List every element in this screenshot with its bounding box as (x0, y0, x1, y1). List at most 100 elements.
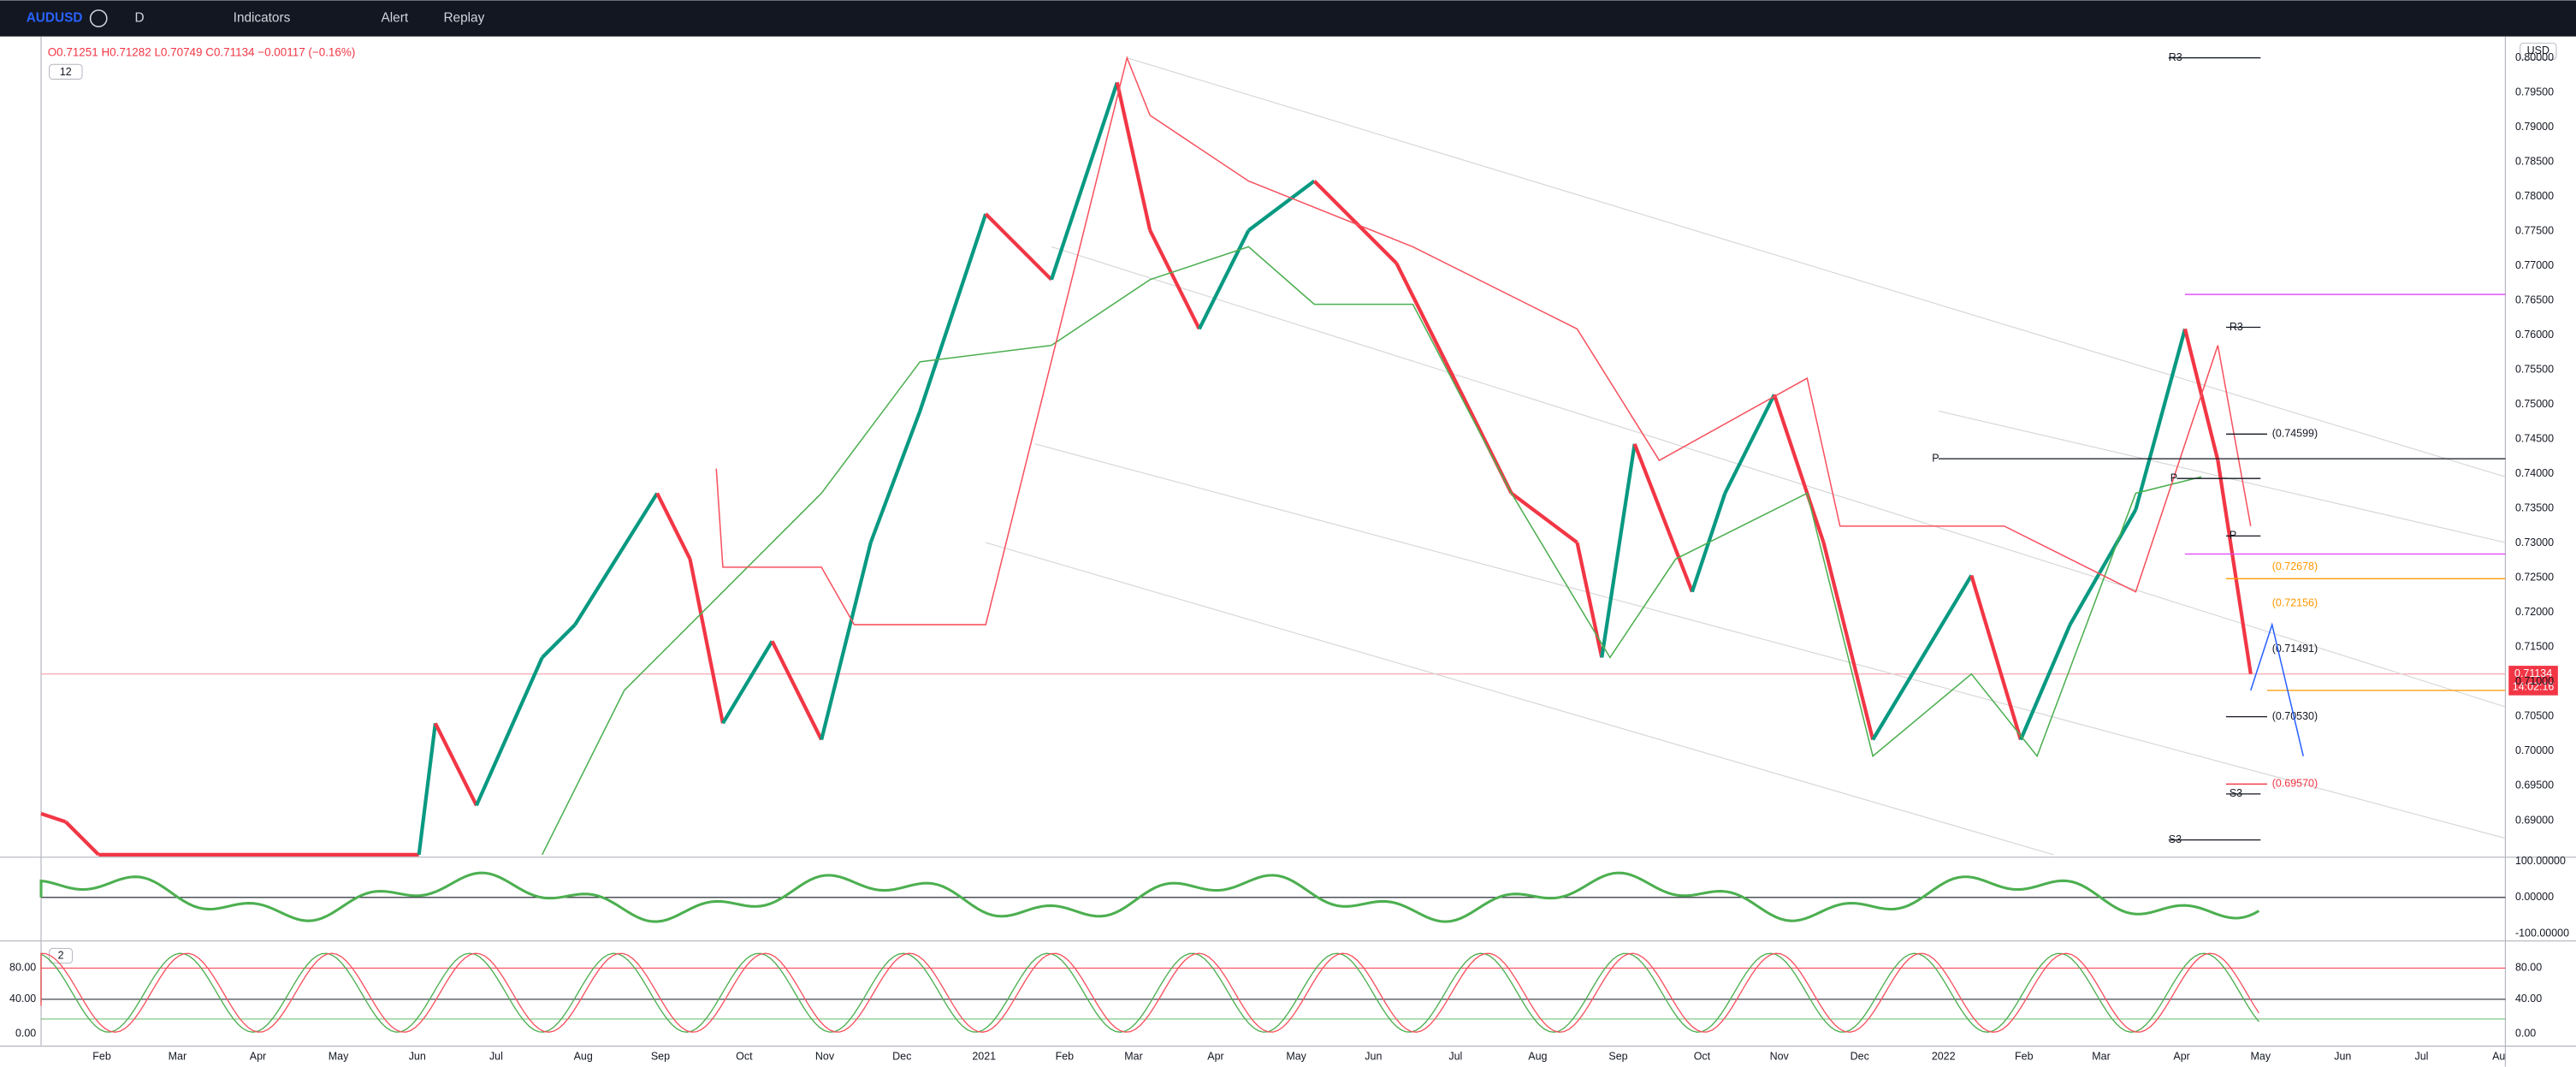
price-swing (868, 410, 922, 543)
price-swing (1510, 491, 1578, 544)
level-price-label: (0.74599) (2272, 428, 2318, 440)
price-swing (1772, 394, 1826, 543)
time-tick-label: Sep (651, 1050, 670, 1062)
time-tick-label: Dec (892, 1050, 911, 1062)
price-swing (1197, 229, 1251, 330)
panel2-label-left: 40.00 (9, 993, 36, 1005)
price-tick-label: 0.80000 (2515, 51, 2554, 63)
pivot-label: P (2230, 530, 2236, 542)
price-swing (1115, 81, 1152, 231)
time-tick-label: Au (2492, 1050, 2505, 1062)
stoch-k (40, 952, 2259, 1033)
panel1-label: -100.00000 (2515, 927, 2569, 939)
price-swing (1247, 179, 1316, 232)
time-tick-label: Jun (2334, 1050, 2351, 1062)
indicator-count[interactable]: 12 (60, 66, 72, 78)
time-tick-label: Feb (1056, 1050, 1075, 1062)
currency-box[interactable] (2520, 42, 2557, 60)
panel1-label: 0.00000 (2515, 891, 2554, 903)
price-tick-label: 0.76000 (2515, 329, 2554, 341)
time-tick-label: Jul (489, 1050, 503, 1062)
panel2-label-left: 0.00 (15, 1028, 36, 1040)
time-tick-label: Jun (1365, 1050, 1382, 1062)
price-swing (2068, 508, 2138, 626)
level-price-label: (0.69570) (2272, 778, 2318, 790)
time-tick-label: Oct (1694, 1050, 1711, 1062)
level-price-label: (0.72156) (2272, 596, 2318, 608)
price-tick-label: 0.78500 (2515, 155, 2554, 167)
panel2-label-left: 80.00 (9, 962, 36, 974)
pivot-label: P (1932, 452, 1939, 464)
price-swing (655, 492, 692, 560)
price-tick-label: 0.69000 (2515, 814, 2554, 826)
interval[interactable]: D (134, 11, 144, 26)
channel-line (1034, 443, 2506, 839)
price-tick-label: 0.78000 (2515, 190, 2554, 202)
price-swing (984, 212, 1053, 282)
time-tick-label: Nov (815, 1050, 835, 1062)
time-tick-label: Sep (1608, 1050, 1627, 1062)
price-swing (2019, 624, 2072, 741)
price-tick-label: 0.76500 (2515, 294, 2554, 306)
price-swing (433, 722, 478, 807)
indicator-toggle[interactable] (49, 63, 83, 80)
price-swing (1575, 542, 1604, 658)
price-tick-label: 0.71500 (2515, 641, 2554, 653)
support-line (542, 246, 2202, 856)
time-tick-label: 2022 (1932, 1050, 1956, 1062)
stoch-d (40, 952, 2259, 1033)
price-swing (770, 640, 824, 741)
price-tick-label: 0.70500 (2515, 710, 2554, 722)
panel2-label: 0.00 (2515, 1028, 2536, 1040)
price-tick-label: 0.79500 (2515, 86, 2554, 98)
price-tick-label: 0.74000 (2515, 467, 2554, 479)
time-tick-label: Oct (736, 1050, 753, 1062)
price-swing (417, 723, 437, 856)
time-tick-label: Apr (2173, 1050, 2189, 1062)
oscillator (39, 871, 2260, 923)
time-tick-label: Nov (1770, 1050, 1790, 1062)
price-swing (1871, 656, 1924, 741)
currency[interactable]: USD (2527, 44, 2549, 56)
level-price-label: (0.72678) (2272, 560, 2318, 572)
time-tick-label: Feb (92, 1050, 111, 1062)
pivot-label: S3 (2169, 833, 2182, 845)
price-swing (1632, 443, 1694, 593)
price-tick-label: 0.79000 (2515, 121, 2554, 133)
price-swing (1723, 394, 1776, 495)
channel-line (986, 542, 2054, 856)
symbol[interactable]: AUDUSD (27, 11, 83, 26)
price-swing (1148, 229, 1201, 330)
toolbar (0, 0, 2576, 37)
price-swing (541, 623, 577, 659)
countdown: 14:02:16 (2513, 680, 2555, 692)
price-swing (2216, 459, 2253, 675)
time-tick-label: Feb (2015, 1050, 2034, 1062)
panel1-label: 100.00000 (2515, 855, 2566, 867)
indicators-button[interactable]: Indicators (234, 11, 291, 26)
price-tick-label: 0.71000 (2515, 675, 2554, 687)
time-tick-label: Mar (169, 1050, 187, 1062)
add-symbol[interactable] (89, 9, 108, 27)
price-swing (820, 542, 873, 741)
price-tick-label: 0.69500 (2515, 780, 2554, 791)
price-swing (40, 811, 67, 824)
replay-button[interactable]: Replay (443, 11, 484, 26)
alert-button[interactable]: Alert (382, 11, 409, 26)
time-tick-label: 2021 (972, 1050, 996, 1062)
last-price: 0.71134 (2514, 667, 2552, 679)
price-swing (918, 213, 988, 412)
time-tick-label: May (1286, 1050, 1306, 1062)
price-tick-label: 0.74500 (2515, 433, 2554, 445)
panel2-label: 40.00 (2515, 993, 2542, 1005)
panel-badge[interactable]: 2 (58, 949, 64, 961)
time-tick-label: Jun (409, 1050, 426, 1062)
time-tick-label: Mar (1124, 1050, 1142, 1062)
price-tick-label: 0.75000 (2515, 398, 2554, 410)
price-tick-label: 0.75500 (2515, 364, 2554, 376)
price-tick-label: 0.73000 (2515, 536, 2554, 548)
price-swing (573, 492, 659, 626)
price-tick-label: 0.72000 (2515, 606, 2554, 618)
time-tick-label: Mar (2092, 1050, 2110, 1062)
ohlc-legend: O0.71251 H0.71282 L0.70749 C0.71134 −0.0… (48, 45, 356, 58)
